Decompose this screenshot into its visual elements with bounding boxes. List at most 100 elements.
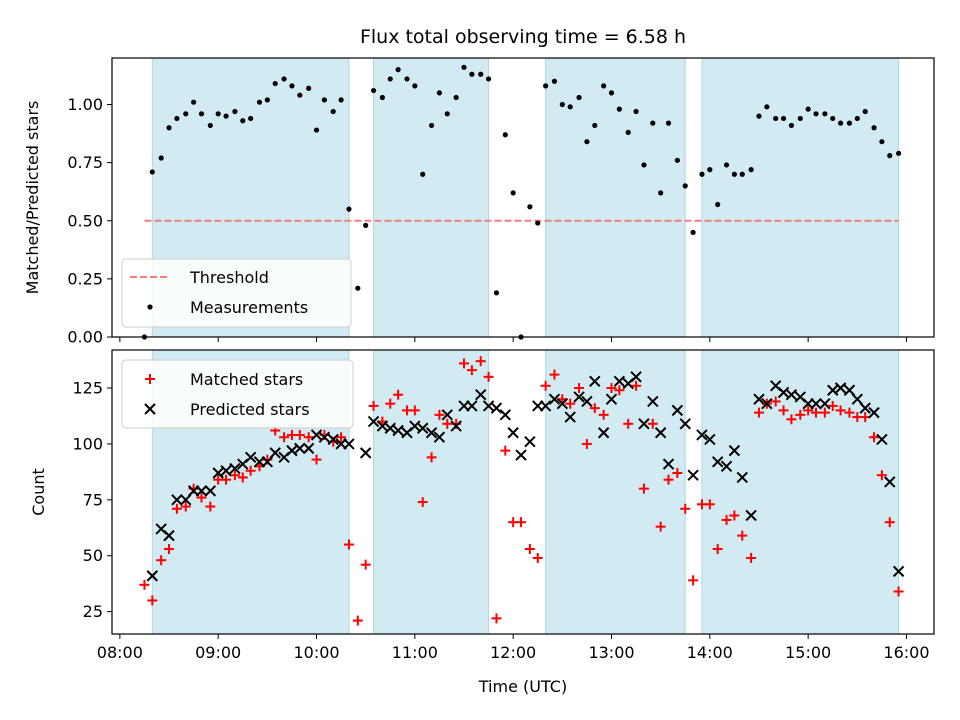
measurement-point — [731, 171, 737, 177]
measurement-point — [650, 120, 656, 126]
measurement-point — [444, 111, 450, 117]
legend-matched-swatch — [145, 374, 155, 384]
matched-star-point — [147, 595, 158, 606]
measurement-point — [256, 99, 263, 105]
measurement-point — [232, 108, 238, 115]
x-tick-label: 15:00 — [785, 643, 831, 662]
matched-star-point — [606, 383, 617, 394]
measurement-point — [395, 67, 401, 73]
predicted-star-point — [417, 422, 429, 434]
matched-star-point — [721, 514, 732, 525]
bottom-shaded-interval — [545, 349, 686, 635]
predicted-star-point — [679, 418, 691, 430]
matched-star-point — [819, 407, 830, 418]
measurement-point — [158, 155, 164, 161]
x-tick-label: 10:00 — [293, 643, 339, 662]
matched-star-point — [139, 579, 150, 590]
predicted-star-point — [327, 433, 339, 446]
predicted-star-point — [720, 460, 733, 472]
measurement-point — [715, 201, 721, 208]
predicted-star-point — [180, 494, 192, 506]
predicted-star-point — [163, 529, 175, 542]
measurement-point — [584, 139, 590, 145]
matched-star-point — [565, 398, 576, 409]
predicted-star-point — [195, 485, 208, 497]
measurement-point — [461, 64, 467, 70]
measurement-point — [272, 80, 278, 87]
measurement-point — [854, 115, 860, 122]
matched-star-point — [680, 503, 691, 514]
x-tick-label: 09:00 — [195, 643, 241, 662]
predicted-star-point — [613, 375, 626, 388]
predicted-star-point — [310, 429, 323, 441]
predicted-star-point — [212, 467, 224, 479]
predicted-star-point — [409, 420, 421, 432]
measurement-point — [813, 111, 819, 117]
measurement-point — [297, 92, 303, 98]
measurement-point — [198, 111, 205, 117]
matched-star-point — [164, 544, 175, 555]
matched-star-point — [540, 380, 551, 391]
matched-star-point — [803, 405, 814, 416]
measurement-point — [453, 94, 459, 101]
measurement-point — [788, 122, 795, 129]
predicted-star-point — [819, 397, 831, 410]
predicted-star-point — [647, 395, 659, 408]
predicted-star-point — [810, 397, 822, 410]
predicted-star-point — [507, 427, 519, 439]
matched-star-point — [712, 544, 723, 555]
measurement-point — [478, 71, 484, 77]
measurement-point — [306, 85, 312, 91]
x-axis-label: Time (UTC) — [478, 677, 567, 696]
measurement-point — [527, 204, 533, 210]
matched-star-point — [729, 510, 740, 521]
bottom-y-tick-label: 100 — [72, 434, 103, 453]
measurement-point — [174, 115, 180, 122]
measurement-point — [658, 190, 664, 196]
matched-star-point — [753, 407, 764, 418]
measurement-point — [436, 90, 443, 96]
matched-star-point — [688, 575, 699, 586]
x-tick-label: 12:00 — [490, 643, 536, 662]
predicted-star-point — [539, 400, 552, 412]
predicted-star-point — [630, 371, 642, 383]
measurement-point — [756, 113, 762, 119]
predicted-star-point — [524, 435, 536, 448]
top-y-tick-label: 0.25 — [67, 269, 103, 288]
measurement-point — [887, 153, 893, 159]
matched-star-point — [581, 438, 592, 449]
top-y-tick-label: 0.00 — [67, 328, 103, 347]
predicted-star-point — [244, 451, 257, 464]
measurement-point — [370, 87, 377, 94]
matched-star-point — [237, 472, 248, 483]
measurement-point — [183, 111, 189, 117]
matched-star-point — [205, 501, 216, 512]
matched-star-point — [869, 432, 880, 443]
matched-star-point — [876, 470, 887, 481]
predicted-star-point — [490, 402, 503, 414]
legend-predicted-swatch — [144, 403, 156, 415]
matched-star-point — [221, 474, 232, 485]
predicted-star-point — [736, 471, 748, 484]
measurement-point — [559, 101, 565, 108]
measurement-point — [601, 83, 607, 89]
predicted-star-point — [638, 418, 650, 430]
matched-star-point — [343, 539, 354, 550]
measurement-point — [485, 76, 492, 82]
matched-star-point — [417, 497, 428, 508]
measurement-point — [346, 206, 352, 212]
measurement-point — [313, 127, 320, 133]
measurement-point — [215, 111, 221, 117]
measurement-point — [355, 285, 361, 291]
matched-star-point — [672, 467, 683, 478]
matched-star-point — [516, 517, 527, 528]
bottom-shaded-interval — [373, 349, 490, 635]
predicted-star-point — [204, 485, 217, 497]
predicted-star-point — [269, 447, 281, 459]
predicted-star-point — [499, 409, 512, 421]
matched-star-point — [737, 530, 748, 541]
matched-star-point — [434, 409, 445, 420]
predicted-star-point — [441, 409, 453, 421]
measurement-point — [338, 97, 344, 103]
measurement-point — [608, 90, 615, 96]
